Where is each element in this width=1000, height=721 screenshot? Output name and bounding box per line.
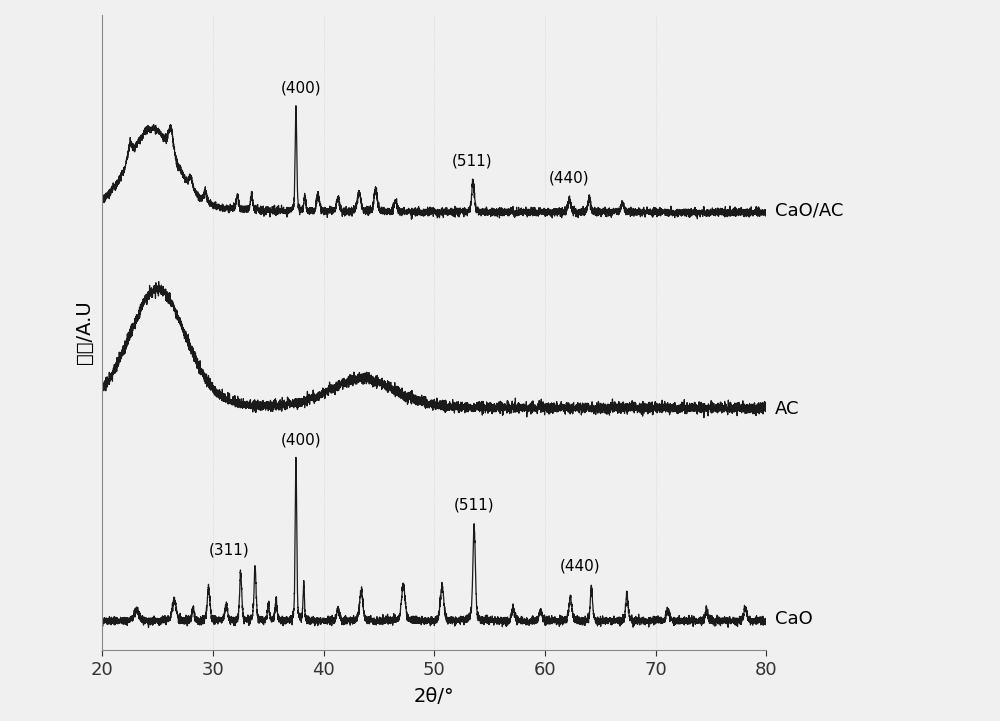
Text: (311): (311): [209, 542, 250, 557]
X-axis label: 2θ/°: 2θ/°: [414, 687, 455, 706]
Text: (400): (400): [281, 432, 322, 447]
Text: (440): (440): [560, 559, 601, 574]
Text: (440): (440): [549, 171, 590, 186]
Text: (400): (400): [281, 81, 322, 96]
Text: CaO/AC: CaO/AC: [775, 201, 844, 219]
Text: CaO: CaO: [775, 610, 813, 628]
Text: (511): (511): [452, 154, 493, 169]
Y-axis label: 强度/A.U: 强度/A.U: [75, 301, 94, 365]
Text: AC: AC: [775, 400, 800, 418]
Text: (511): (511): [454, 497, 494, 513]
